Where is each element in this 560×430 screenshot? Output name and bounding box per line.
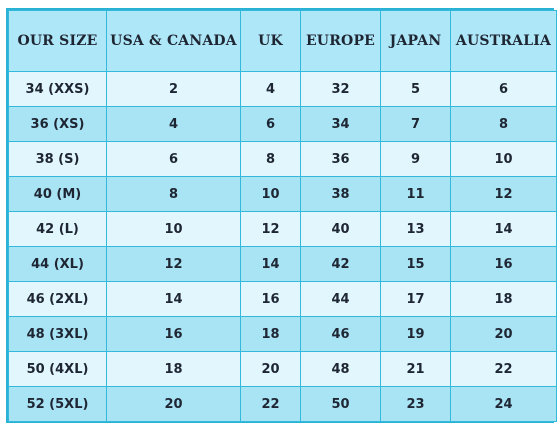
cell-our-size: 50 (4XL) bbox=[8, 351, 107, 387]
table-row: 40 (M) 8 10 38 11 12 bbox=[8, 176, 557, 212]
table-row: 38 (S) 6 8 36 9 10 bbox=[8, 141, 557, 177]
cell-uk: 10 bbox=[240, 176, 301, 212]
header-our-size: OUR SIZE bbox=[8, 10, 107, 72]
cell-japan: 21 bbox=[380, 351, 451, 387]
cell-australia: 14 bbox=[450, 211, 557, 247]
cell-japan: 11 bbox=[380, 176, 451, 212]
cell-europe: 46 bbox=[300, 316, 381, 352]
cell-australia: 18 bbox=[450, 281, 557, 317]
cell-uk: 12 bbox=[240, 211, 301, 247]
table-row: 34 (XXS) 2 4 32 5 6 bbox=[8, 71, 557, 107]
cell-usa-canada: 18 bbox=[106, 351, 241, 387]
cell-europe: 40 bbox=[300, 211, 381, 247]
cell-usa-canada: 20 bbox=[106, 386, 241, 422]
cell-our-size: 42 (L) bbox=[8, 211, 107, 247]
cell-usa-canada: 8 bbox=[106, 176, 241, 212]
cell-uk: 20 bbox=[240, 351, 301, 387]
cell-japan: 7 bbox=[380, 106, 451, 142]
header-europe: EUROPE bbox=[300, 10, 381, 72]
header-row: OUR SIZE USA & CANADA UK EUROPE JAPAN AU… bbox=[8, 10, 557, 72]
cell-our-size: 34 (XXS) bbox=[8, 71, 107, 107]
cell-europe: 38 bbox=[300, 176, 381, 212]
cell-usa-canada: 4 bbox=[106, 106, 241, 142]
cell-our-size: 48 (3XL) bbox=[8, 316, 107, 352]
cell-europe: 36 bbox=[300, 141, 381, 177]
table-row: 48 (3XL) 16 18 46 19 20 bbox=[8, 316, 557, 352]
cell-our-size: 44 (XL) bbox=[8, 246, 107, 282]
cell-our-size: 36 (XS) bbox=[8, 106, 107, 142]
cell-uk: 4 bbox=[240, 71, 301, 107]
cell-japan: 9 bbox=[380, 141, 451, 177]
cell-usa-canada: 14 bbox=[106, 281, 241, 317]
cell-our-size: 38 (S) bbox=[8, 141, 107, 177]
cell-uk: 18 bbox=[240, 316, 301, 352]
table-row: 44 (XL) 12 14 42 15 16 bbox=[8, 246, 557, 282]
cell-japan: 23 bbox=[380, 386, 451, 422]
cell-uk: 8 bbox=[240, 141, 301, 177]
cell-our-size: 46 (2XL) bbox=[8, 281, 107, 317]
cell-australia: 16 bbox=[450, 246, 557, 282]
cell-australia: 10 bbox=[450, 141, 557, 177]
cell-usa-canada: 12 bbox=[106, 246, 241, 282]
cell-japan: 15 bbox=[380, 246, 451, 282]
cell-australia: 20 bbox=[450, 316, 557, 352]
cell-australia: 12 bbox=[450, 176, 557, 212]
cell-europe: 48 bbox=[300, 351, 381, 387]
cell-usa-canada: 16 bbox=[106, 316, 241, 352]
cell-our-size: 40 (M) bbox=[8, 176, 107, 212]
table-row: 50 (4XL) 18 20 48 21 22 bbox=[8, 351, 557, 387]
table-row: 36 (XS) 4 6 34 7 8 bbox=[8, 106, 557, 142]
table-row: 52 (5XL) 20 22 50 23 24 bbox=[8, 386, 557, 422]
header-japan: JAPAN bbox=[380, 10, 451, 72]
cell-uk: 22 bbox=[240, 386, 301, 422]
header-australia: AUSTRALIA bbox=[450, 10, 557, 72]
cell-europe: 34 bbox=[300, 106, 381, 142]
cell-australia: 24 bbox=[450, 386, 557, 422]
cell-europe: 32 bbox=[300, 71, 381, 107]
table-row: 46 (2XL) 14 16 44 17 18 bbox=[8, 281, 557, 317]
cell-japan: 13 bbox=[380, 211, 451, 247]
size-chart: OUR SIZE USA & CANADA UK EUROPE JAPAN AU… bbox=[6, 8, 557, 423]
cell-japan: 5 bbox=[380, 71, 451, 107]
cell-australia: 22 bbox=[450, 351, 557, 387]
header-usa-canada: USA & CANADA bbox=[106, 10, 241, 72]
cell-uk: 14 bbox=[240, 246, 301, 282]
cell-usa-canada: 2 bbox=[106, 71, 241, 107]
header-uk: UK bbox=[240, 10, 301, 72]
cell-usa-canada: 6 bbox=[106, 141, 241, 177]
cell-australia: 6 bbox=[450, 71, 557, 107]
cell-usa-canada: 10 bbox=[106, 211, 241, 247]
cell-europe: 44 bbox=[300, 281, 381, 317]
cell-uk: 16 bbox=[240, 281, 301, 317]
cell-japan: 19 bbox=[380, 316, 451, 352]
cell-our-size: 52 (5XL) bbox=[8, 386, 107, 422]
cell-japan: 17 bbox=[380, 281, 451, 317]
cell-australia: 8 bbox=[450, 106, 557, 142]
table-row: 42 (L) 10 12 40 13 14 bbox=[8, 211, 557, 247]
size-conversion-table: OUR SIZE USA & CANADA UK EUROPE JAPAN AU… bbox=[8, 10, 557, 422]
cell-uk: 6 bbox=[240, 106, 301, 142]
cell-europe: 50 bbox=[300, 386, 381, 422]
cell-europe: 42 bbox=[300, 246, 381, 282]
